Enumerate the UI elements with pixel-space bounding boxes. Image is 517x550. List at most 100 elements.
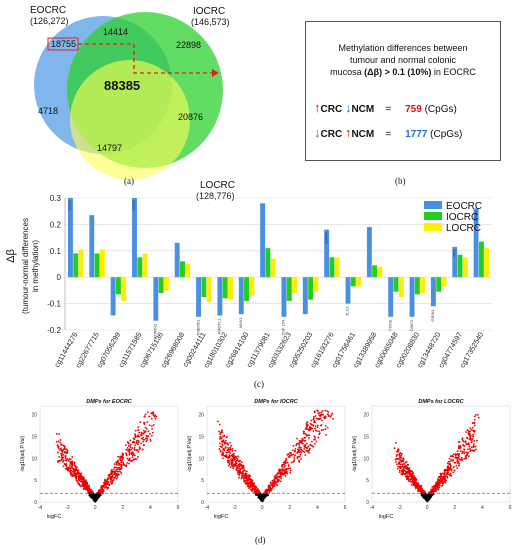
volcano-point [234,463,236,466]
volcano-point [458,445,461,448]
volcano-point [221,443,224,446]
volcano-point [289,467,291,470]
volcano-point [455,464,458,467]
volcano-point [289,469,292,472]
methylation-title-line3-post: in EOCRC [431,67,476,77]
y-axis-title: -log10(adj.P.Val) [187,436,193,473]
volcano-point [452,465,455,468]
volcano-point [321,419,323,422]
volcano-point [467,455,470,458]
volcano-point [120,460,123,462]
volcano-point [438,476,441,479]
x-tick-label: 0 [94,505,97,511]
volcano-point [225,439,227,442]
volcano-point [104,483,107,486]
volcano-point [308,452,311,454]
volcano-point [149,432,151,435]
volcano-point [467,432,470,435]
volcano-point [113,472,116,474]
volcano-point [412,477,415,480]
methylation-title-line2: tumour and normal colonic [349,55,457,65]
volcano-point [150,417,153,420]
volcano-point [254,489,256,492]
volcano-point [458,457,461,460]
volcano-point [69,461,72,464]
volcano-point [60,459,62,462]
volcano-point [399,463,402,466]
volcano-point [83,485,86,487]
methylation-row-hypo: ↓CRC ↑NCM = 1777 (CpGs) [314,125,462,140]
volcano-point [106,478,109,481]
volcano-point [61,451,64,454]
volcano-point [457,441,460,443]
volcano-point [69,472,72,474]
volcano-point [134,436,137,439]
volcano-point [294,447,297,450]
volcano-point [242,477,245,480]
volcano-point [401,469,404,471]
venn-region-eo-only: 18755 [51,39,77,49]
volcano-point [221,431,224,434]
ncm-label: NCM [351,104,375,115]
volcano-point [301,442,304,445]
bar-locrc [270,258,276,278]
volcano-point [452,471,455,474]
y-tick-label: 0 [57,273,62,282]
volcano-point [154,417,157,420]
volcano-point [78,478,81,481]
volcano-point [442,477,445,479]
volcano-point [317,418,319,420]
bar-eocrc [196,277,201,317]
y-axis-subtitle: in methylation) [31,240,40,292]
volcano-point [405,476,407,478]
volcano-point [395,441,397,444]
volcano-point [152,411,154,414]
volcano-point [430,494,433,497]
gene-label: GSX1 [473,210,478,221]
volcano-point [461,459,464,461]
volcano-point [110,480,112,483]
x-tick-label: 0 [426,505,429,511]
bar-locrc [206,277,212,303]
volcano-point [320,411,323,414]
volcano-point [471,434,474,437]
volcano-point [265,489,268,492]
volcano-point [137,434,140,436]
volcano-point [259,497,262,499]
legend-swatch [424,212,442,220]
bar-eocrc [388,277,394,317]
volcano-point [253,487,256,490]
panel-label-d: (d) [255,535,266,545]
volcano-point [413,474,415,477]
volcano-point [313,411,316,414]
volcano-point [66,451,69,454]
volcano-point [64,467,67,470]
volcano-point [446,475,449,478]
equals-sign: = [385,129,392,140]
volcano-point [462,440,465,443]
volcano-point [312,418,315,421]
volcano-point [454,454,457,456]
volcano-point [69,467,72,470]
volcano-point [469,427,472,430]
volcano-point [281,469,284,471]
volcano-point [275,482,277,485]
methylation-title-line3-pre: mucosa [330,67,365,77]
volcano-point [303,446,306,448]
volcano-point [105,480,108,482]
volcano-point [410,475,413,478]
volcano-point [78,474,81,477]
volcano-point [472,450,475,453]
volcano-point [422,490,425,492]
volcano-point [73,470,76,473]
volcano-point [140,442,143,445]
volcano-point [458,464,460,467]
volcano-point [304,454,307,456]
volcano-point [290,454,293,457]
volcano-point [235,468,238,471]
volcano-point [88,494,91,497]
volcano-point [138,431,141,434]
volcano-point [234,458,236,460]
volcano-point [80,485,82,488]
volcano-point [402,466,405,468]
